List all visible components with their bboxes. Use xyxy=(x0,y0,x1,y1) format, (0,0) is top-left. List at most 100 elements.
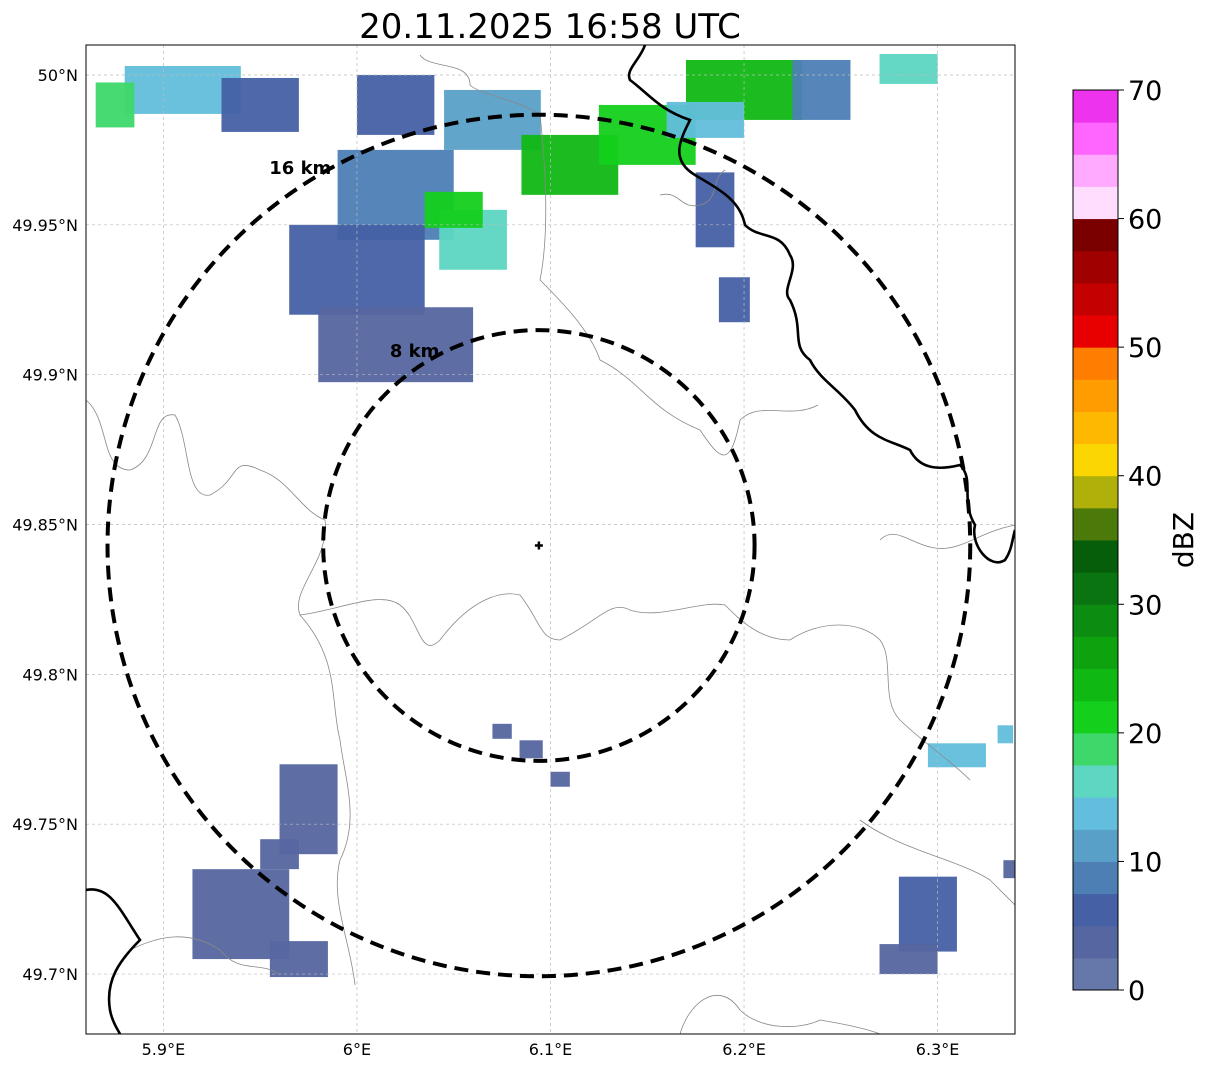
echo-cell xyxy=(792,59,851,120)
border-line xyxy=(879,524,1015,549)
range-ring-label: 8 km xyxy=(390,341,440,362)
colorbar-step xyxy=(1073,957,1118,991)
y-tick-label: 49.85°N xyxy=(12,516,78,535)
echo-cell xyxy=(260,839,299,870)
echo-cell xyxy=(718,277,750,323)
colorbar-step xyxy=(1073,218,1118,252)
range-ring-label: 16 km xyxy=(269,158,331,179)
border-line xyxy=(659,169,726,207)
map-frame xyxy=(85,44,1016,1035)
y-tick-label: 49.8°N xyxy=(22,665,78,684)
colorbar-label: dBZ xyxy=(1167,512,1200,568)
colorbar-step xyxy=(1073,475,1118,509)
colorbar-step xyxy=(1073,636,1118,670)
colorbar-tick-label: 50 xyxy=(1128,333,1162,364)
border-line xyxy=(859,819,1015,906)
border-line xyxy=(419,54,541,116)
colorbar-step xyxy=(1073,829,1118,862)
echo-cell xyxy=(550,771,570,787)
range-ring xyxy=(105,112,973,979)
echo-cell xyxy=(879,944,938,975)
echo-cell xyxy=(424,191,483,228)
colorbar-step xyxy=(1073,250,1118,284)
border-line xyxy=(679,994,881,1034)
colorbar-step xyxy=(1073,315,1118,348)
border-line xyxy=(129,936,281,976)
border-line xyxy=(539,114,819,456)
colorbar-step xyxy=(1073,668,1118,702)
map-area[interactable]: 16 km 8 km xyxy=(85,44,1016,1035)
border-line xyxy=(299,614,356,986)
radar-site-marker xyxy=(534,541,543,550)
colorbar-step xyxy=(1073,893,1118,927)
border-line xyxy=(86,399,971,781)
colorbar-steps xyxy=(1073,90,1118,991)
colorbar-tick-label: 20 xyxy=(1128,719,1162,750)
y-axis-ticks: 50°N 49.95°N 49.9°N 49.85°N 49.8°N 49.75°N 49.… xyxy=(12,66,78,984)
range-ring xyxy=(321,328,757,763)
echo-cell xyxy=(519,740,543,759)
echo-cell xyxy=(221,77,299,132)
colorbar-step xyxy=(1073,186,1118,220)
country-border xyxy=(627,45,1015,564)
echo-cell xyxy=(695,172,735,248)
colorbar-step xyxy=(1073,604,1118,637)
x-tick-label: 5.9°E xyxy=(142,1040,186,1059)
echo-cell xyxy=(997,725,1014,744)
y-tick-label: 49.95°N xyxy=(12,216,78,235)
colorbar-tick-label: 60 xyxy=(1128,205,1162,236)
colorbar-tick-label: 30 xyxy=(1128,590,1162,621)
echo-cell xyxy=(95,82,135,128)
echo-cell xyxy=(898,876,957,952)
y-tick-label: 50°N xyxy=(38,66,78,85)
colorbar-step xyxy=(1073,732,1118,766)
x-tick-label: 6.3°E xyxy=(916,1040,960,1059)
echo-cell xyxy=(1003,860,1015,879)
colorbar-step xyxy=(1073,700,1118,734)
municipal-borders xyxy=(86,54,1015,1034)
echo-cell xyxy=(356,74,435,135)
echo-cell xyxy=(666,101,745,138)
colorbar-step xyxy=(1073,507,1118,541)
y-tick-label: 49.7°N xyxy=(22,965,78,984)
range-rings: 16 km 8 km xyxy=(105,112,973,979)
colorbar-step xyxy=(1073,122,1118,155)
echo-cell xyxy=(927,743,986,768)
colorbar-tick-label: 70 xyxy=(1128,76,1162,107)
colorbar-step xyxy=(1073,411,1118,445)
colorbar-ticks: 0 10 20 30 40 50 60 70 xyxy=(1118,76,1162,1007)
grid-lines xyxy=(86,45,1015,1034)
x-tick-label: 6°E xyxy=(343,1040,371,1059)
y-tick-label: 49.75°N xyxy=(12,815,78,834)
colorbar-step xyxy=(1073,861,1118,895)
colorbar-step xyxy=(1073,572,1118,605)
colorbar-frame xyxy=(1072,89,1119,991)
colorbar-step xyxy=(1073,154,1118,187)
colorbar-step xyxy=(1073,797,1118,830)
echo-cell xyxy=(492,723,512,739)
x-axis-ticks: 5.9°E 6°E 6.1°E 6.2°E 6.3°E xyxy=(142,1040,960,1059)
colorbar-step xyxy=(1073,282,1118,316)
colorbar-step xyxy=(1073,765,1118,798)
colorbar-step xyxy=(1073,540,1118,573)
colorbar-step xyxy=(1073,90,1118,123)
colorbar-tick-label: 10 xyxy=(1128,847,1162,878)
colorbar-tick-label: 40 xyxy=(1128,462,1162,493)
colorbar-step xyxy=(1073,925,1118,959)
x-tick-label: 6.2°E xyxy=(722,1040,766,1059)
colorbar-tick-label: 0 xyxy=(1128,976,1145,1007)
echo-cell xyxy=(879,53,938,84)
colorbar-step xyxy=(1073,443,1118,477)
national-borders xyxy=(86,45,1015,1034)
figure-title: 20.11.2025 16:58 UTC xyxy=(359,7,741,47)
country-border xyxy=(86,888,142,1034)
echo-cell xyxy=(269,941,328,978)
echo-cell xyxy=(318,307,474,383)
colorbar-step xyxy=(1073,347,1118,380)
colorbar-step xyxy=(1073,379,1118,412)
colorbar: 0 10 20 30 40 50 60 70 dBZ xyxy=(1072,76,1200,1007)
x-tick-label: 6.1°E xyxy=(529,1040,573,1059)
y-tick-label: 49.9°N xyxy=(22,366,78,385)
echo-cell xyxy=(279,764,338,855)
